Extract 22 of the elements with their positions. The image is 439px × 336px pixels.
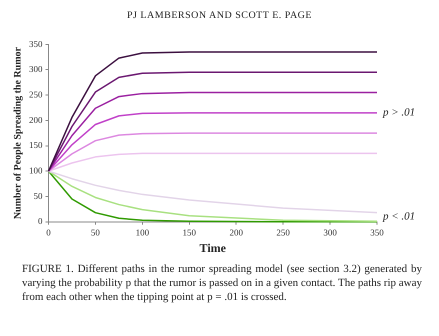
y-tick-label: 0 (38, 216, 43, 226)
x-tick-label: 150 (182, 228, 197, 238)
y-tick-label: 350 (29, 38, 43, 49)
x-tick-label: 50 (90, 228, 100, 238)
caption: FIGURE 1. Different paths in the rumor spreading model (see section 3.2) generated by varying the probability p that the rumor is passed on in a given contact. The paths rip away from each other when the tipping point at p = .01 is crossed. (22, 262, 422, 304)
text: PJ LAMBERSON AND SCOTT E. PAGE (126, 10, 314, 21)
x-axis-title: Time (200, 240, 227, 255)
x-tick-label: 250 (276, 228, 290, 238)
x-tick-label: 0 (46, 228, 52, 238)
y-tick-label: 200 (29, 114, 43, 125)
y-tick-label: 50 (34, 190, 43, 201)
annotation: p < .01 (382, 210, 416, 223)
x-tick-label: 350 (370, 228, 384, 238)
x-tick-label: 300 (323, 228, 338, 238)
annotation: p > .01 (382, 106, 416, 119)
x-tick-label: 100 (136, 228, 150, 238)
y-tick-label: 300 (29, 64, 43, 74)
x-tick-label: 200 (229, 228, 244, 238)
y-tick-label: 150 (29, 140, 43, 150)
y-axis-title: Number of People Spreading the Rumor (12, 46, 24, 220)
y-tick-label: 100 (29, 165, 43, 176)
y-tick-label: 250 (29, 89, 43, 100)
